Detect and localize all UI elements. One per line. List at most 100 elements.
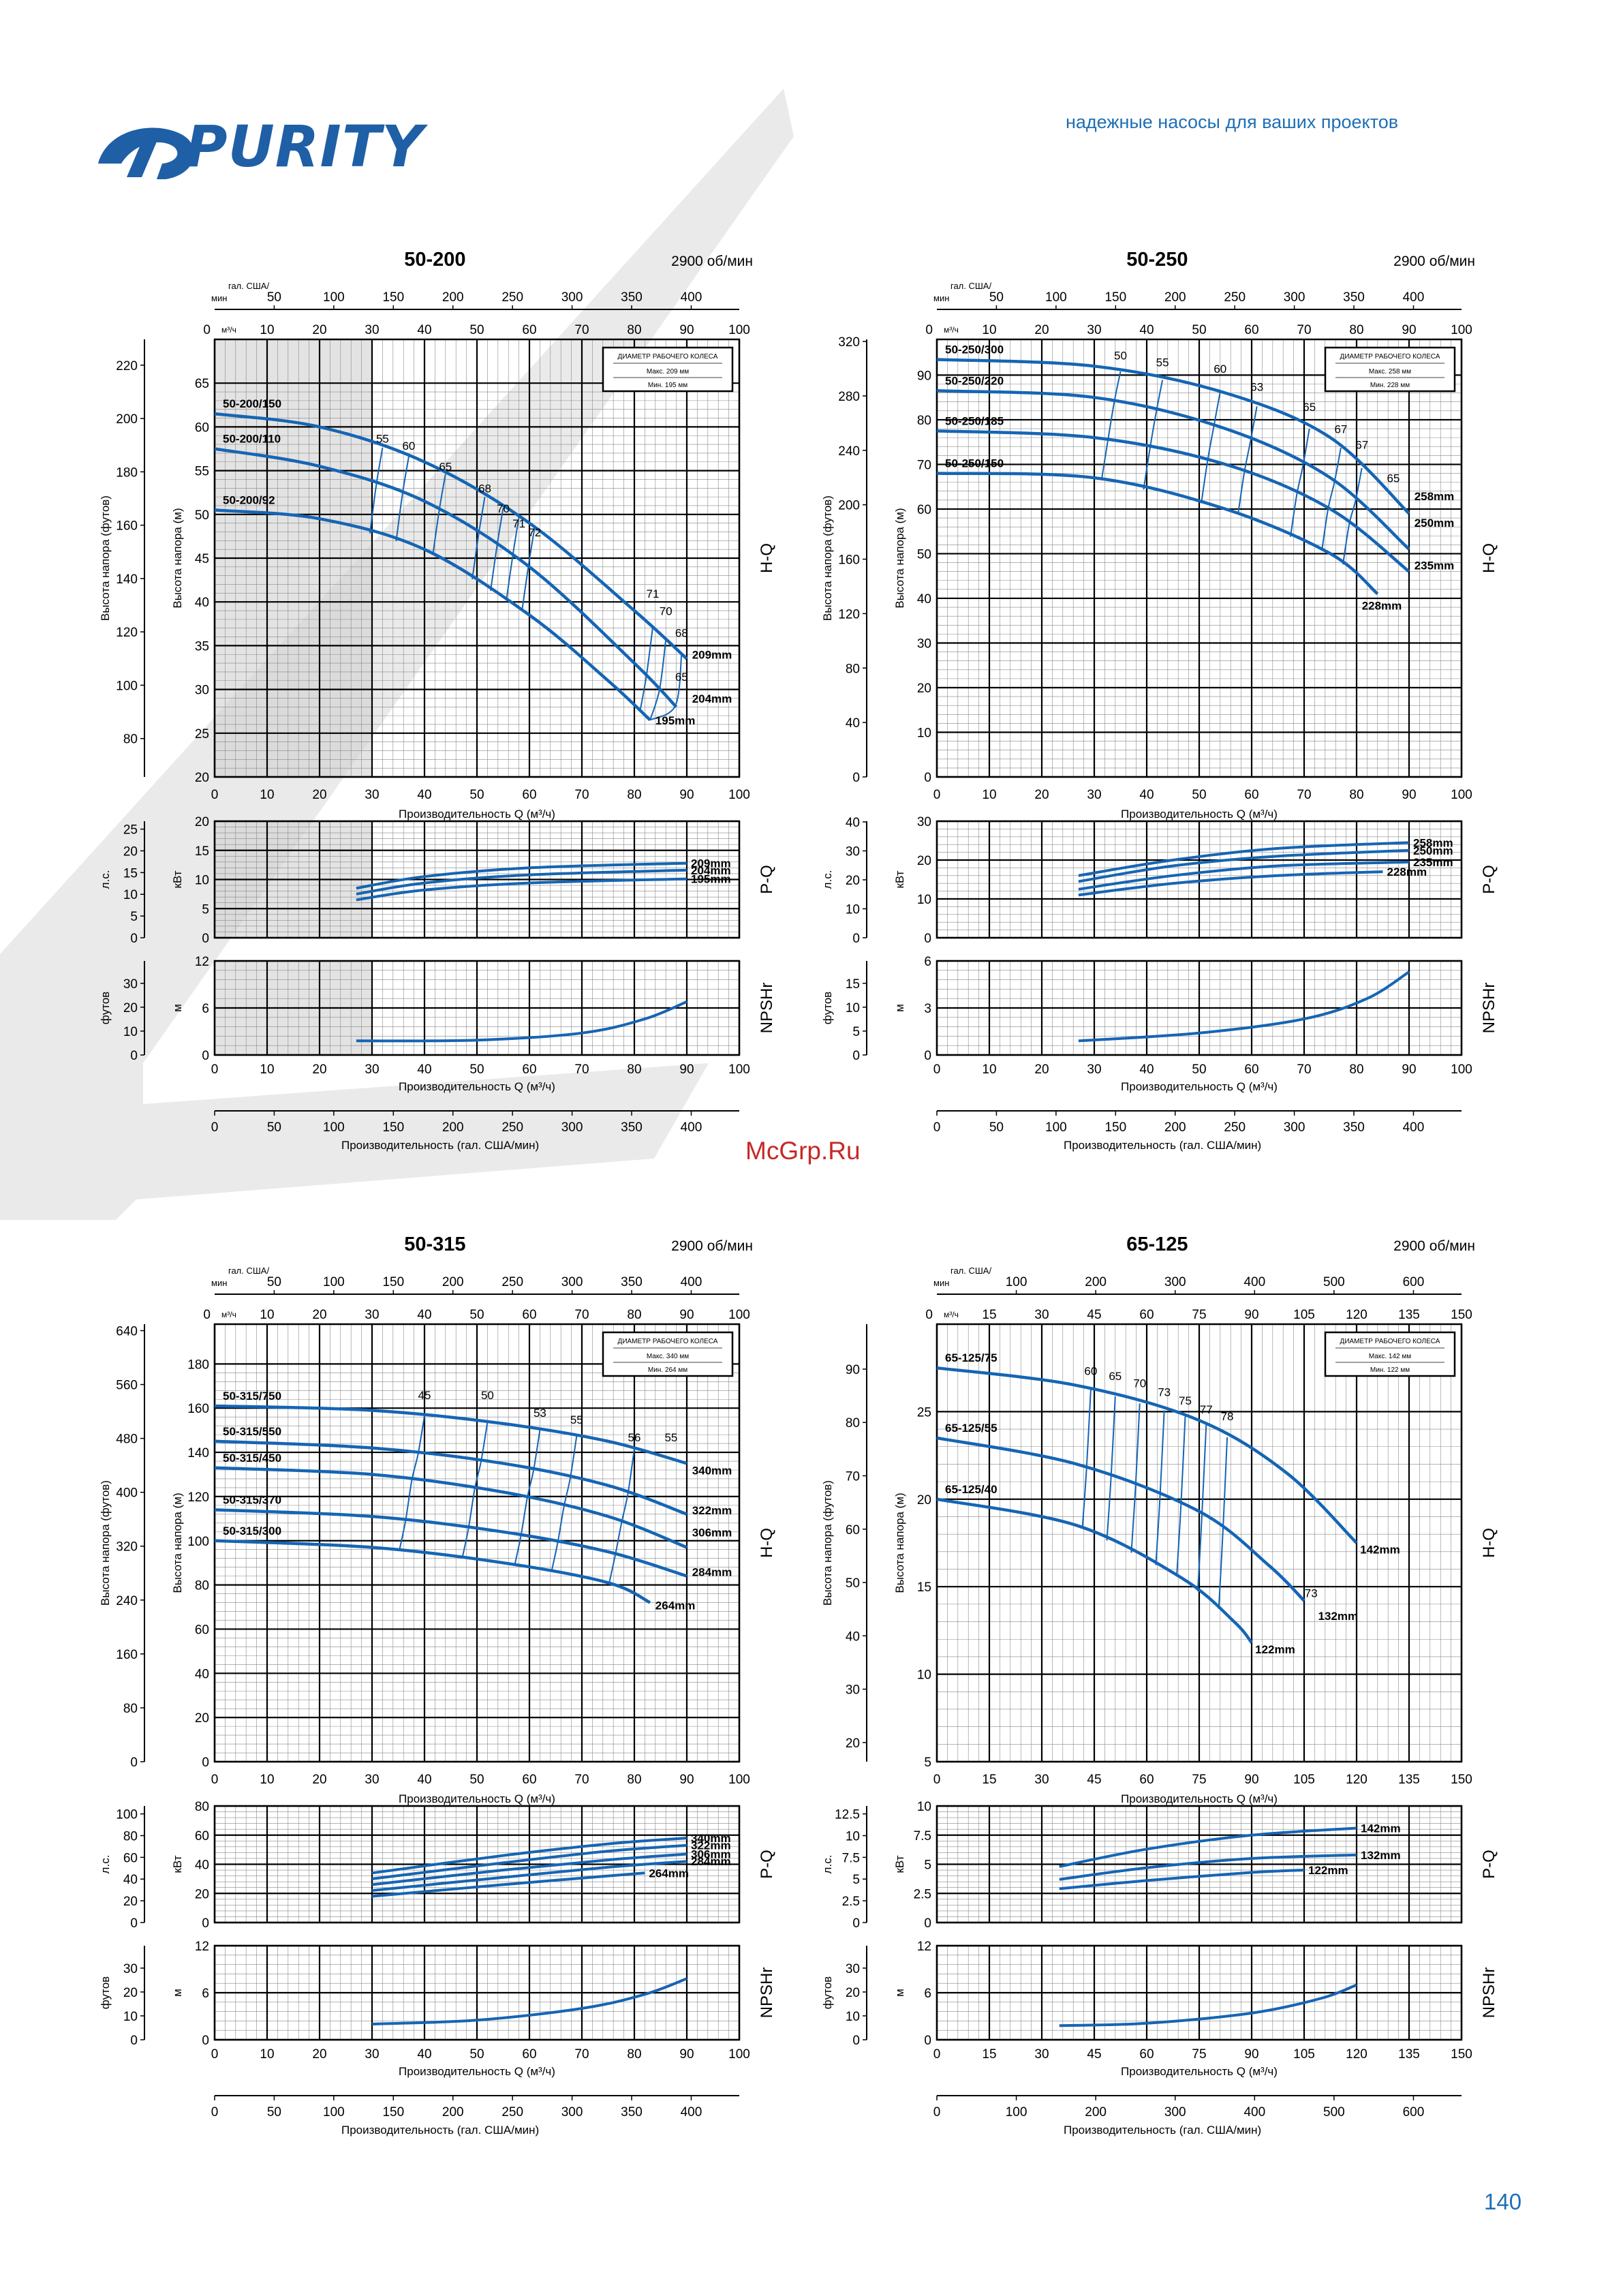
y-tick-label: 0 [924,1916,931,1931]
q-tick-label: 70 [574,1773,589,1787]
hq-curve-label: 50-315/750 [223,1390,281,1403]
gpm-tick-label: 150 [1104,290,1126,305]
primary-axis-title: м [171,1004,184,1012]
plot-frame [936,338,1463,778]
y-tick-label: 6 [202,1987,209,2001]
gpm-bottom-tick-label: 600 [1403,2105,1425,2119]
gpm-bottom-tick-label: 400 [681,1120,702,1135]
secondary-tick-label: 20 [123,1895,138,1909]
q-top-tick-label: 20 [312,323,326,337]
panel-side-label: P-Q [758,865,776,894]
gpm-tick-label: 350 [621,290,643,305]
primary-axis-title: м [893,1989,906,1997]
gpm-bottom-tick-label: 300 [1284,1120,1305,1135]
impeller-box-title: ДИАМЕТР РАБОЧЕГО КОЛЕСА [618,353,718,361]
panel-side-label: NPSHr [758,983,776,1034]
q-top-tick-label: 60 [522,323,536,337]
hq-curve-label: 50-250/185 [945,414,1004,427]
gpm-bottom-tick-label: 0 [933,2105,941,2119]
y-tick-label: 12 [195,955,209,969]
secondary-tick-label: 10 [846,1829,860,1843]
q-tick-label: 40 [417,1062,431,1077]
gpm-axis-title: Производительность (гал. США/мин) [341,1139,539,1152]
impeller-curve-label: 209mm [692,649,732,662]
efficiency-label: 60 [1084,1364,1097,1377]
y-tick-label: 20 [917,682,931,696]
chart-title: 50-315 [404,1234,465,1255]
q-tick-label: 60 [1139,1773,1154,1787]
impeller-min: Мин. 264 мм [648,1366,687,1374]
efficiency-curve [395,456,409,542]
efficiency-label: 53 [534,1407,546,1420]
impeller-max: Макс. 258 мм [1369,368,1411,376]
pq-curve-label: 250mm [1413,844,1453,857]
y-tick-label: 0 [202,1916,209,1931]
y-tick-label: 0 [202,1756,209,1770]
secondary-tick-label: 12.5 [835,1808,860,1822]
secondary-tick-label: 15 [846,977,860,992]
efficiency-curve [369,448,384,534]
gpm-bottom-tick-label: 0 [211,2105,219,2119]
gpm-bottom-tick-label: 350 [1343,1120,1365,1135]
y-tick-label: 10 [917,726,931,740]
q-top-tick-label: 30 [365,1308,379,1322]
secondary-tick-label: 200 [838,499,860,513]
npsh-curve [356,1000,687,1043]
efficiency-curve [432,474,446,555]
q-tick-label: 50 [1192,1062,1206,1077]
y-tick-label: 80 [195,1579,209,1593]
efficiency-label: 78 [1221,1410,1234,1423]
primary-axis-title: Высота напора (м) [171,508,184,608]
y-tick-label: 3 [924,1002,931,1016]
gpm-bottom-tick-label: 300 [561,1120,583,1135]
impeller-box-title: ДИАМЕТР РАБОЧЕГО КОЛЕСА [618,1338,718,1345]
secondary-tick-label: 240 [838,444,860,459]
efficiency-curve [608,1448,635,1584]
hq-curve [214,412,688,660]
y-tick-label: 90 [917,369,931,383]
q-top-tick-label: 60 [1139,1308,1154,1322]
q-tick-label: 45 [1087,2047,1101,2062]
hq-curve-label: 50-315/450 [223,1452,281,1465]
npsh-curve [371,1977,687,2025]
q-tick-label: 30 [1034,2047,1049,2062]
gpm-tick-label: 100 [323,1275,345,1289]
primary-axis-title: м [171,1989,184,1997]
efficiency-label: 60 [402,440,415,453]
gpm-bottom-tick-label: 300 [1164,2105,1186,2119]
efficiency-curve [1290,428,1310,537]
impeller-box [1324,1331,1456,1377]
pq-curve [356,877,687,902]
secondary-tick-label: 5 [130,910,138,924]
q-top-tick-label: 90 [1402,323,1416,337]
q-tick-label: 10 [982,1062,996,1077]
plot-frame [936,1944,1463,2041]
plot-frame [213,1323,741,1763]
secondary-tick-label: 80 [123,733,138,747]
efficiency-label: 72 [528,526,541,539]
pq-curve-label: 132mm [1361,1849,1401,1862]
q-tick-label: 60 [522,2047,536,2062]
y-tick-label: 0 [202,1049,209,1063]
gpm-bottom-tick-label: 200 [1085,2105,1107,2119]
y-tick-label: 10 [917,1668,931,1683]
gpm-tick-label: 350 [1343,290,1365,305]
y-tick-label: 40 [195,596,209,610]
y-tick-label: 30 [917,637,931,651]
q-tick-label: 20 [312,1773,326,1787]
gpm-tick-label: 200 [1164,290,1186,305]
efficiency-curve [1201,391,1221,504]
q-top-tick-label: 80 [627,323,641,337]
hq-panel: 0 20 40 60 80 100 120 140 160 180 0 80 160 240 320 400 4… [99,1323,776,1770]
gpm-bottom-tick-label: 200 [442,1120,464,1135]
efficiency-curve [551,1435,578,1572]
q-tick-label: 0 [211,1773,219,1787]
q-tick-label: 100 [728,788,750,802]
gpm-bottom-tick-label: 350 [621,2105,643,2119]
y-tick-label: 12 [195,1940,209,1954]
secondary-axis-title: Высота напора (футов) [821,495,834,621]
y-tick-label: 6 [924,1987,931,2001]
